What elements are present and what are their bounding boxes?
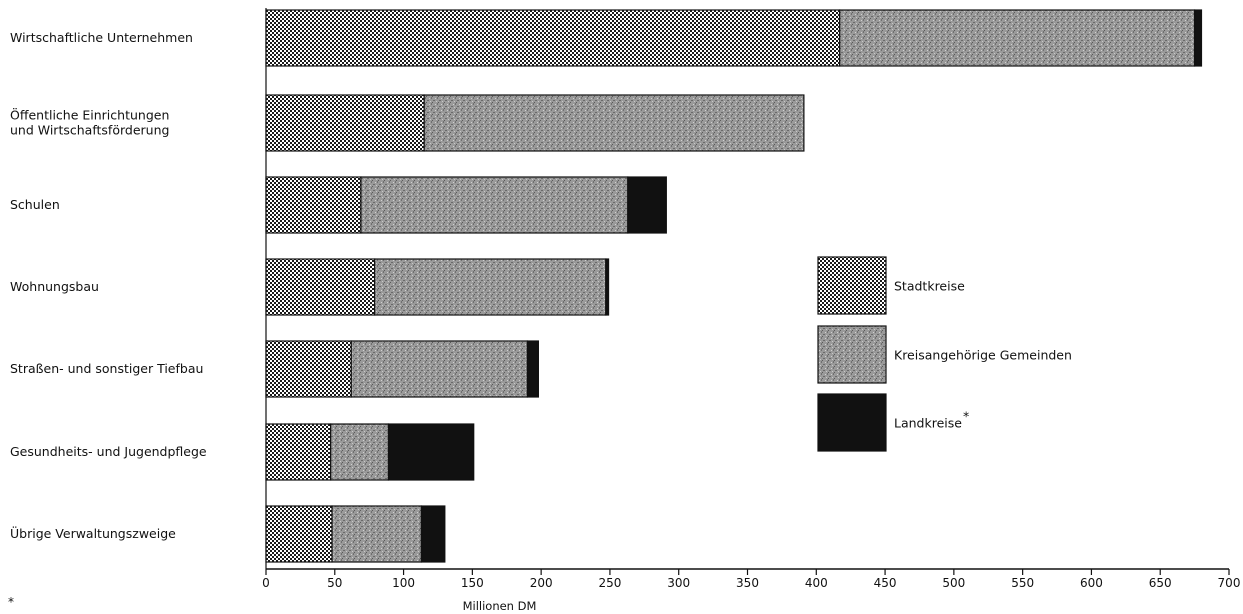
bar-segment: [360, 176, 629, 234]
bar-segment: [423, 94, 805, 152]
bar-segment: [265, 176, 362, 234]
category-label: und Wirtschaftsförderung: [10, 123, 169, 138]
x-tick-label: 600: [1080, 576, 1103, 590]
category-label: Straßen- und sonstiger Tiefbau: [10, 361, 203, 376]
category-label: Gesundheits- und Jugendpflege: [10, 444, 207, 459]
legend-label: Stadtkreise: [894, 279, 965, 294]
bar-segment: [350, 340, 528, 398]
x-tick-label: 300: [667, 576, 690, 590]
x-axis-title: Millionen DM: [463, 599, 537, 613]
x-tick-label: 650: [1149, 576, 1172, 590]
x-tick-label: 0: [262, 576, 270, 590]
category-label: Übrige Verwaltungszweige: [10, 525, 176, 541]
legend-swatch: [817, 393, 887, 452]
bar-segment: [839, 9, 1196, 67]
x-tick-label: 450: [874, 576, 897, 590]
x-tick-label: 350: [736, 576, 759, 590]
category-labels: Wirtschaftliche Unternehmen Öffentliche E…: [10, 30, 207, 541]
x-tick-label: 700: [1218, 576, 1241, 590]
x-tick-label: 250: [598, 576, 621, 590]
category-label: Schulen: [10, 197, 60, 212]
bar-segment: [330, 423, 390, 481]
bar-segment: [1194, 9, 1203, 67]
bar-segment: [420, 505, 446, 563]
bar-segment: [374, 258, 607, 316]
bars: [265, 9, 1203, 563]
category-label: Öffentliche Einrichtungen: [10, 107, 169, 123]
legend: Stadtkreise Kreisangehörige Gemeinden Land…: [817, 256, 1072, 452]
category-label: Wirtschaftliche Unternehmen: [10, 30, 193, 45]
legend-swatch: [817, 256, 887, 315]
legend-label: Kreisangehörige Gemeinden: [894, 348, 1072, 363]
x-axis: 0 50 100 150 200 250 300 350 400 450 500 550 600 650 7…: [262, 8, 1240, 590]
x-tick-label: 500: [942, 576, 965, 590]
legend-swatch: [817, 325, 887, 384]
x-tick-label: 50: [327, 576, 342, 590]
legend-label: Landkreise: [894, 416, 962, 431]
x-tick-label: 100: [392, 576, 415, 590]
bar-segment: [526, 340, 539, 398]
footnote-asterisk: *: [963, 409, 969, 424]
x-tick-label: 550: [1011, 576, 1034, 590]
bar-segment: [265, 94, 425, 152]
bar-segment: [387, 423, 475, 481]
category-label: Wohnungsbau: [10, 279, 99, 294]
footnote-marker: *: [8, 595, 14, 609]
bar-segment: [605, 258, 610, 316]
bar-segment: [265, 340, 352, 398]
bar-segment: [627, 176, 667, 234]
bar-segment: [265, 505, 333, 563]
bar-segment: [265, 9, 841, 67]
bar-segment: [265, 258, 376, 316]
x-tick-label: 150: [461, 576, 484, 590]
x-tick-label: 400: [805, 576, 828, 590]
bar-segment: [265, 423, 332, 481]
x-tick-label: 200: [530, 576, 553, 590]
bar-segment: [331, 505, 423, 563]
